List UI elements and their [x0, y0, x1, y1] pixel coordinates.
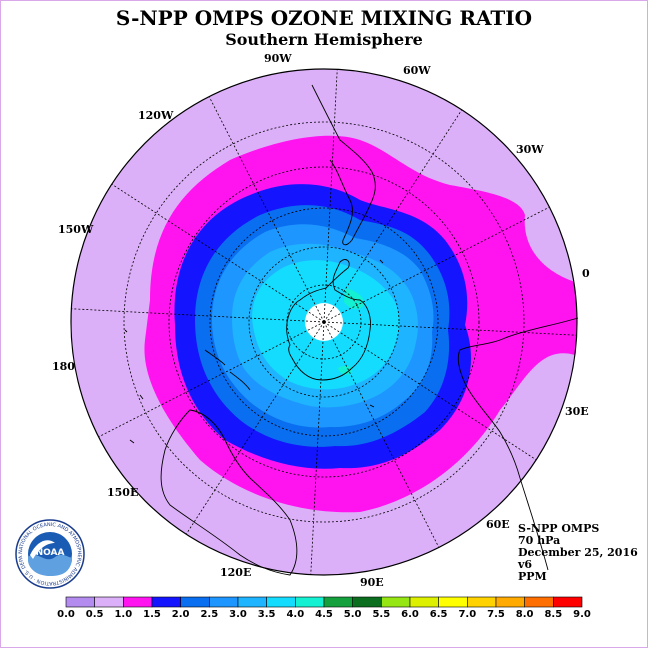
colorbar-tick-label: 7.0: [458, 609, 477, 620]
colorbar-swatch: [495, 596, 525, 608]
lat-circle-40s: [123, 121, 525, 523]
lon-label-30w: 30W: [516, 143, 544, 156]
coast-australia: [160, 409, 298, 576]
colorbar-tick-label: 0.5: [85, 609, 104, 620]
colorbar-tick-label: 3.0: [229, 609, 247, 620]
coast-antarctica: [286, 259, 371, 381]
colorbar-tick-label: 3.5: [257, 609, 276, 620]
colorbar-tick-label: 5.5: [372, 609, 391, 620]
colorbar-swatch: [65, 596, 95, 608]
colorbar-swatch: [94, 596, 124, 608]
lon-label-60w: 60W: [403, 64, 431, 77]
noaa-logo-text: NOAA: [36, 548, 65, 558]
colorbar-swatch: [180, 596, 210, 608]
colorbar-tick-label: 8.0: [515, 609, 534, 620]
colorbar-swatch: [123, 596, 153, 608]
lon-label-120e: 120E: [220, 566, 252, 579]
colorbar-swatch: [295, 596, 325, 608]
colorbar-swatch: [381, 596, 411, 608]
info-instrument: S-NPP OMPS: [518, 522, 600, 535]
colorbar-swatch: [524, 596, 554, 608]
noaa-logo-bird: [30, 540, 55, 559]
colorbar-tick-label: 1.5: [143, 609, 161, 620]
colorbar-tick-label: 7.5: [487, 609, 505, 620]
lon-label-120w: 120W: [138, 109, 174, 122]
noaa-logo-wave: [28, 554, 72, 576]
south-pole-marker: [322, 320, 326, 324]
colorbar-tick-label: 4.5: [315, 609, 333, 620]
colorbar-tick-label: 1.0: [114, 609, 133, 620]
colorbar-swatch: [467, 596, 497, 608]
colorbar-tick-label: 6.0: [401, 609, 419, 620]
colorbar-swatch: [209, 596, 239, 608]
colorbar-swatch: [237, 596, 267, 608]
lon-label-0: 0: [582, 267, 590, 280]
noaa-logo: NATIONAL OCEANIC AND ATMOSPHERIC ADMINIS…: [15, 519, 85, 589]
colorbar-tick-label: 6.5: [429, 609, 448, 620]
ozone-field: [71, 69, 577, 575]
coast-south-america: [311, 84, 376, 246]
info-units: PPM: [518, 570, 547, 583]
colorbar-swatch: [438, 596, 468, 608]
latitude-circles: [123, 121, 525, 523]
map-title: S-NPP OMPS OZONE MIXING RATIO: [115, 6, 533, 30]
lon-label-30e: 30E: [565, 405, 589, 418]
lat-circle-60s: [209, 207, 439, 437]
colorbar-swatch: [409, 596, 439, 608]
colorbar-tick-label: 5.0: [343, 609, 362, 620]
info-date: December 25, 2016: [518, 546, 638, 559]
globe-border: [70, 68, 578, 576]
colorbar-swatch: [323, 596, 353, 608]
colorbar: [65, 596, 583, 608]
zone-aqua-2: [338, 365, 353, 375]
lon-label-90e: 90E: [360, 576, 384, 589]
info-block: S-NPP OMPS 70 hPa December 25, 2016 v6 P…: [518, 523, 638, 583]
colorbar-swatch: [266, 596, 296, 608]
map-subtitle: Southern Hemisphere: [225, 30, 423, 49]
lon-label-60e: 60E: [486, 518, 510, 531]
lat-circle-70s: [248, 246, 400, 398]
colorbar-tick-label: 4.0: [286, 609, 305, 620]
lon-label-180: 180: [52, 360, 75, 373]
lat-circle-50s: [168, 166, 480, 478]
colorbar-tick-label: 2.0: [171, 609, 190, 620]
lon-label-150w: 150W: [58, 223, 94, 236]
lon-label-150e: 150E: [107, 486, 139, 499]
coast-africa: [457, 317, 579, 571]
coast-new-zealand: [204, 349, 251, 391]
colorbar-tick-label: 9.0: [573, 609, 591, 620]
info-level: 70 hPa: [518, 534, 561, 547]
info-version: v6: [518, 558, 533, 571]
coast-islands: [124, 259, 384, 444]
zone-aqua: [344, 288, 365, 310]
colorbar-swatch: [151, 596, 181, 608]
colorbar-tick-label: 2.5: [200, 609, 219, 620]
coastlines: [124, 84, 579, 576]
colorbar-tick-label: 8.5: [544, 609, 563, 620]
colorbar-swatch: [553, 596, 583, 608]
lon-label-90w: 90W: [264, 52, 292, 65]
colorbar-tick-label: 0.0: [57, 609, 75, 620]
colorbar-swatch: [352, 596, 382, 608]
